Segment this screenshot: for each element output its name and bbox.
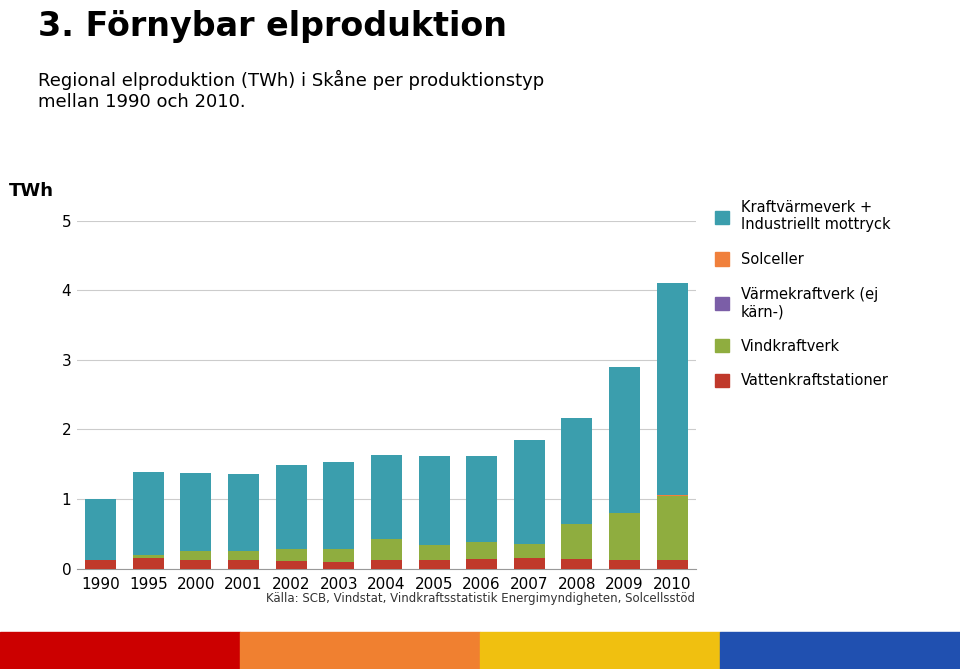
Bar	[180, 559, 211, 569]
Bar	[228, 561, 259, 569]
Bar	[228, 551, 259, 561]
Bar	[657, 496, 687, 561]
Bar	[467, 559, 497, 569]
Legend: Kraftvärmeverk +
Industriellt mottryck, Solceller, Värmekraftverk (ej
kärn-), Vi: Kraftvärmeverk + Industriellt mottryck, …	[714, 200, 891, 389]
Bar	[419, 561, 449, 569]
Bar	[657, 561, 687, 569]
Text: TWh: TWh	[9, 182, 54, 200]
Bar	[419, 545, 449, 561]
Bar	[132, 558, 164, 569]
Bar	[85, 559, 116, 569]
Bar	[324, 462, 354, 549]
Bar	[132, 555, 164, 558]
Bar	[85, 499, 116, 559]
Bar	[467, 456, 497, 542]
Bar	[562, 559, 592, 569]
Bar	[562, 524, 592, 559]
Text: Regional elproduktion (TWh) i Skåne per produktionstyp
mellan 1990 och 2010.: Regional elproduktion (TWh) i Skåne per …	[38, 70, 544, 111]
Bar	[514, 545, 544, 558]
Bar	[132, 472, 164, 555]
Text: 3. Förnybar elproduktion: 3. Förnybar elproduktion	[38, 10, 508, 43]
Bar	[371, 454, 402, 539]
Bar	[371, 539, 402, 559]
Bar	[419, 456, 449, 545]
Bar	[562, 417, 592, 524]
Bar	[324, 562, 354, 569]
Bar	[609, 561, 640, 569]
Bar	[467, 542, 497, 559]
Bar	[371, 559, 402, 569]
Bar	[324, 549, 354, 562]
Bar	[276, 549, 306, 561]
Bar	[276, 561, 306, 569]
Bar	[514, 440, 544, 545]
Bar	[180, 474, 211, 551]
Bar	[228, 474, 259, 551]
Bar	[657, 283, 687, 495]
Text: Källa: SCB, Vindstat, Vindkraftsstatistik Energimyndigheten, Solcellsstöd: Källa: SCB, Vindstat, Vindkraftsstatisti…	[266, 592, 694, 605]
Bar	[276, 465, 306, 549]
Bar	[609, 367, 640, 513]
Bar	[514, 558, 544, 569]
Bar	[609, 513, 640, 561]
Bar	[180, 551, 211, 559]
